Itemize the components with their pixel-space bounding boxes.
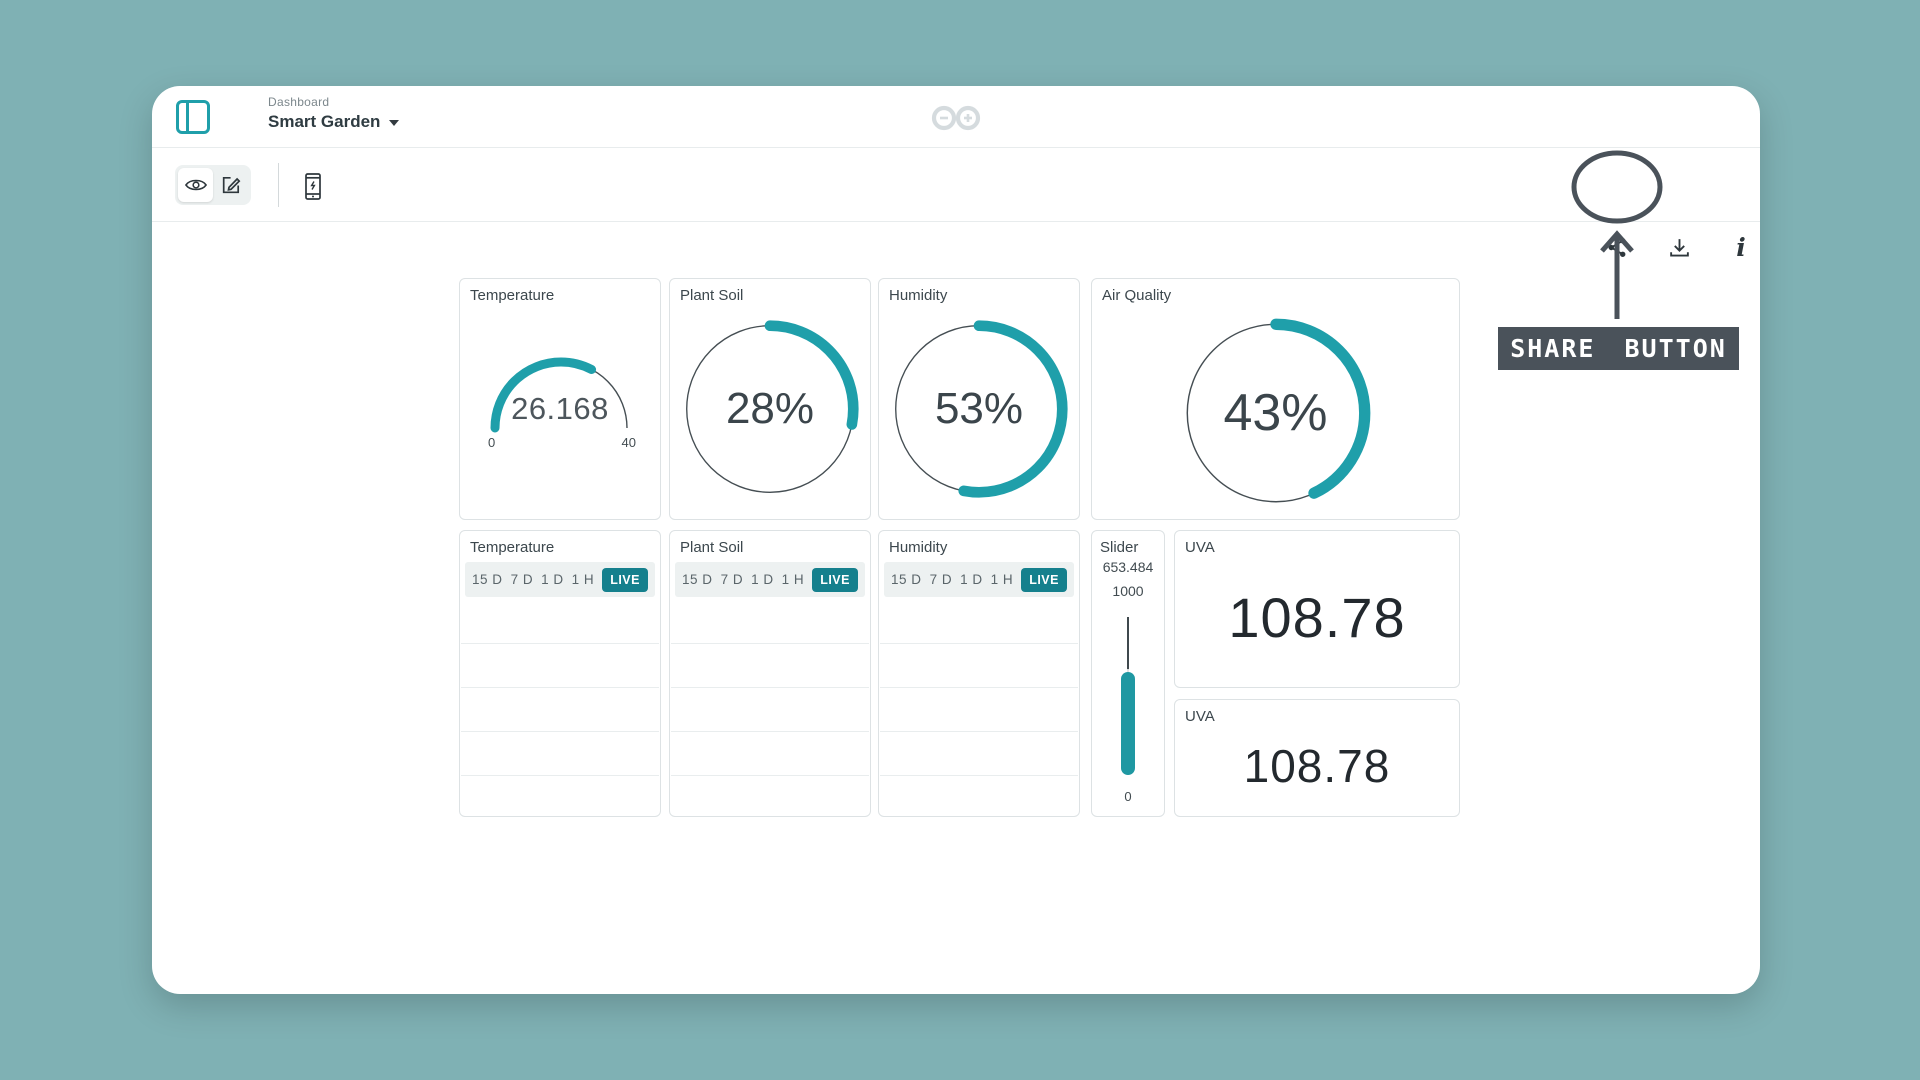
range-1d-button[interactable]: 1 D <box>751 572 774 587</box>
range-1h-button[interactable]: 1 H <box>571 572 595 587</box>
eye-icon <box>184 179 207 191</box>
slider-min-label: 0 <box>1124 789 1132 804</box>
dashboard-card: Dashboard Smart Garden <box>152 86 1760 994</box>
uva-value: 108.78 <box>1228 585 1406 649</box>
share-icon <box>1608 237 1625 257</box>
percentage-value: 43% <box>1223 384 1328 442</box>
range-live-button[interactable]: LIVE <box>1021 567 1067 592</box>
gauge-value: 26.168 <box>511 391 609 426</box>
range-15d-button[interactable]: 15 D <box>891 572 922 587</box>
vertical-slider[interactable] <box>1121 617 1135 775</box>
range-live-button[interactable]: LIVE <box>812 567 858 592</box>
air-quality-widget: Air Quality 43% <box>1091 278 1460 520</box>
range-live-button[interactable]: LIVE <box>602 567 648 592</box>
range-1h-button[interactable]: 1 H <box>990 572 1014 587</box>
range-1d-button[interactable]: 1 D <box>541 572 564 587</box>
chart-plot-area <box>671 600 869 815</box>
percentage-value: 53% <box>934 384 1024 433</box>
uva-value-widget-secondary: UVA 108.78 <box>1174 699 1460 817</box>
widget-title: Temperature <box>470 287 555 304</box>
uva-value-widget: UVA 108.78 <box>1174 530 1460 688</box>
mobile-preview-button[interactable] <box>298 171 328 201</box>
edit-mode-button[interactable] <box>213 168 248 202</box>
page-title: Smart Garden <box>268 112 381 131</box>
semicircle-gauge <box>490 357 632 433</box>
humidity-chart-widget: Humidity 15 D 7 D 1 D 1 H LIVE <box>878 530 1080 817</box>
download-icon <box>1669 238 1689 256</box>
dashboard-title-dropdown[interactable]: Smart Garden <box>268 112 400 132</box>
range-7d-button[interactable]: 7 D <box>929 572 953 587</box>
sidebar-toggle-icon[interactable] <box>176 100 210 134</box>
range-15d-button[interactable]: 15 D <box>472 572 503 587</box>
chart-plot-area <box>880 600 1078 815</box>
slider-widget: Slider 653.484 1000 0 <box>1091 530 1165 817</box>
widget-title: Humidity <box>889 287 948 304</box>
humidity-widget: Humidity 53% <box>878 278 1080 520</box>
title-block: Dashboard Smart Garden <box>268 95 400 132</box>
temperature-gauge-widget: Temperature 26.168 0 40 <box>459 278 661 520</box>
ring-gauge <box>1181 318 1370 508</box>
temperature-chart-widget: Temperature 15 D 7 D 1 D 1 H LIVE <box>459 530 661 817</box>
toolbar: i <box>152 148 1760 262</box>
range-7d-button[interactable]: 7 D <box>510 572 534 587</box>
chevron-down-icon <box>389 120 400 126</box>
slider-handle[interactable] <box>1121 671 1135 775</box>
view-mode-toggle <box>175 165 251 205</box>
share-button[interactable] <box>1598 228 1636 266</box>
widget-title: Slider <box>1100 539 1139 556</box>
plant-soil-chart-widget: Plant Soil 15 D 7 D 1 D 1 H LIVE <box>669 530 871 817</box>
toolbar-divider <box>278 163 279 207</box>
widget-title: Temperature <box>470 539 555 556</box>
info-icon: i <box>1736 232 1746 262</box>
time-range-bar: 15 D 7 D 1 D 1 H LIVE <box>884 562 1074 597</box>
slider-value: 653.484 <box>1102 559 1154 575</box>
view-mode-button[interactable] <box>178 168 213 202</box>
plant-soil-widget: Plant Soil 28% <box>669 278 871 520</box>
header-bar: Dashboard Smart Garden <box>152 86 1760 148</box>
range-1d-button[interactable]: 1 D <box>960 572 983 587</box>
arduino-logo <box>931 105 981 131</box>
widget-title: Humidity <box>889 539 948 556</box>
gauge-max-label: 40 <box>621 435 636 450</box>
ring-gauge <box>890 320 1068 498</box>
share-button-callout: SHARE BUTTON <box>1498 327 1739 370</box>
breadcrumb: Dashboard <box>268 95 330 109</box>
widget-title: Plant Soil <box>680 539 744 556</box>
widget-title: UVA <box>1185 708 1215 725</box>
edit-pencil-icon <box>222 176 240 194</box>
percentage-value: 28% <box>725 384 815 433</box>
widget-title: UVA <box>1185 539 1215 556</box>
time-range-bar: 15 D 7 D 1 D 1 H LIVE <box>675 562 865 597</box>
gauge-min-label: 0 <box>488 435 496 450</box>
uva-value: 108.78 <box>1243 740 1391 792</box>
range-7d-button[interactable]: 7 D <box>720 572 744 587</box>
download-button[interactable] <box>1660 228 1698 266</box>
phone-icon <box>305 172 321 200</box>
widget-title: Air Quality <box>1102 287 1172 304</box>
ring-gauge <box>681 320 859 498</box>
range-15d-button[interactable]: 15 D <box>682 572 713 587</box>
time-range-bar: 15 D 7 D 1 D 1 H LIVE <box>465 562 655 597</box>
chart-plot-area <box>461 600 659 815</box>
widget-title: Plant Soil <box>680 287 744 304</box>
slider-max-label: 1000 <box>1112 583 1144 599</box>
info-button[interactable]: i <box>1722 228 1760 266</box>
range-1h-button[interactable]: 1 H <box>781 572 805 587</box>
